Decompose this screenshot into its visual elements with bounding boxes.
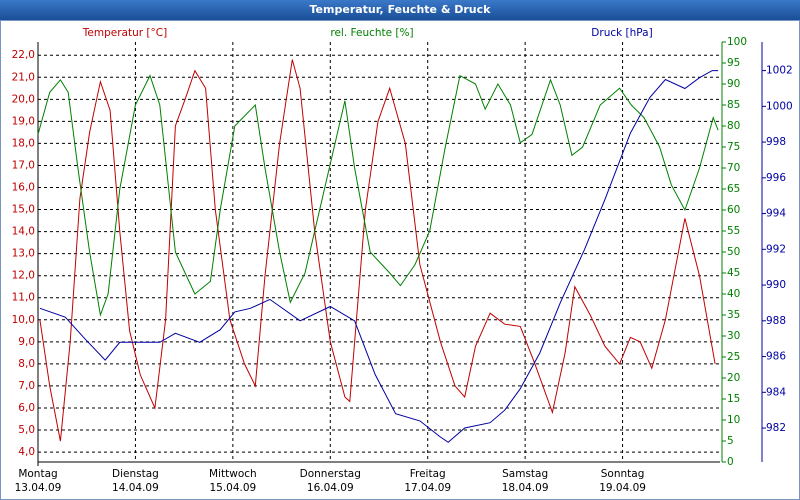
y-tick-label: 13,0: [12, 248, 35, 260]
y3-tick-label: 1000: [766, 100, 793, 112]
y-tick-label: 10,0: [12, 314, 35, 326]
x-tick-label: Montag: [18, 468, 57, 480]
y-tick-label: 6,0: [18, 402, 35, 414]
series-line: [39, 70, 719, 443]
y2-tick-label: 40: [727, 288, 740, 300]
y2-axis-title: rel. Feuchte [%]: [330, 27, 413, 39]
y-tick-label: 22,0: [12, 49, 35, 61]
y2-tick-label: 60: [727, 204, 740, 216]
x-tick-label: 17.04.09: [404, 482, 451, 494]
y2-tick-label: 20: [727, 372, 740, 384]
y2-tick-label: 85: [727, 99, 740, 111]
y2-tick-label: 80: [727, 120, 740, 132]
y-tick-label: 7,0: [18, 380, 35, 392]
title-bar: [0, 0, 800, 20]
y-axis-title: Temperatur [°C]: [82, 27, 167, 39]
y2-tick-label: 100: [727, 36, 747, 48]
window-title: Temperatur, Feuchte & Druck: [310, 3, 492, 16]
y3-tick-label: 992: [766, 243, 786, 255]
y2-tick-label: 0: [727, 456, 734, 468]
series-line: [39, 59, 716, 442]
y2-tick-label: 65: [727, 183, 740, 195]
x-tick-label: Donnerstag: [300, 468, 361, 480]
y-tick-label: 16,0: [12, 182, 35, 194]
x-tick-label: 19.04.09: [599, 482, 646, 494]
x-tick-label: Samstag: [502, 468, 548, 480]
x-tick-label: Freitag: [410, 468, 446, 480]
y-tick-label: 8,0: [18, 358, 35, 370]
y3-tick-label: 998: [766, 136, 786, 148]
y-tick-label: 15,0: [12, 204, 35, 216]
x-tick-label: 16.04.09: [307, 482, 354, 494]
x-tick-label: Dienstag: [112, 468, 159, 480]
y-tick-label: 4,0: [18, 446, 35, 458]
y-tick-label: 21,0: [12, 71, 35, 83]
y2-tick-label: 30: [727, 330, 740, 342]
y2-tick-label: 5: [727, 435, 734, 447]
y2-tick-label: 75: [727, 141, 740, 153]
y3-tick-label: 990: [766, 279, 786, 291]
frame: [0, 20, 800, 500]
y2-tick-label: 70: [727, 162, 740, 174]
x-tick-label: Sonntag: [601, 468, 645, 480]
y3-tick-label: 988: [766, 315, 786, 327]
y-tick-label: 9,0: [18, 336, 35, 348]
y2-tick-label: 50: [727, 246, 740, 258]
x-tick-label: 13.04.09: [15, 482, 62, 494]
y-tick-label: 17,0: [12, 159, 35, 171]
y3-tick-label: 1002: [766, 65, 793, 77]
y2-tick-label: 10: [727, 414, 740, 426]
y-tick-label: 20,0: [12, 93, 35, 105]
y2-tick-label: 35: [727, 309, 740, 321]
x-tick-label: 15.04.09: [209, 482, 256, 494]
y3-axis-title: Druck [hPa]: [591, 27, 652, 39]
y3-tick-label: 984: [766, 386, 786, 398]
y-tick-label: 5,0: [18, 424, 35, 436]
y2-tick-label: 45: [727, 267, 740, 279]
y-tick-label: 18,0: [12, 137, 35, 149]
y-tick-label: 14,0: [12, 226, 35, 238]
series-line: [37, 74, 719, 317]
y2-tick-label: 15: [727, 393, 740, 405]
y3-tick-label: 982: [766, 422, 786, 434]
y-tick-label: 19,0: [12, 115, 35, 127]
y2-tick-label: 55: [727, 225, 740, 237]
y3-tick-label: 996: [766, 172, 786, 184]
y2-tick-label: 95: [727, 57, 740, 69]
y2-tick-label: 25: [727, 351, 740, 363]
y3-tick-label: 994: [766, 208, 786, 220]
x-tick-label: 18.04.09: [502, 482, 549, 494]
x-tick-label: 14.04.09: [112, 482, 159, 494]
y2-tick-label: 90: [727, 78, 740, 90]
y-tick-label: 12,0: [12, 270, 35, 282]
x-tick-label: Mittwoch: [209, 468, 257, 480]
y3-tick-label: 986: [766, 351, 786, 363]
y-tick-label: 11,0: [12, 292, 35, 304]
